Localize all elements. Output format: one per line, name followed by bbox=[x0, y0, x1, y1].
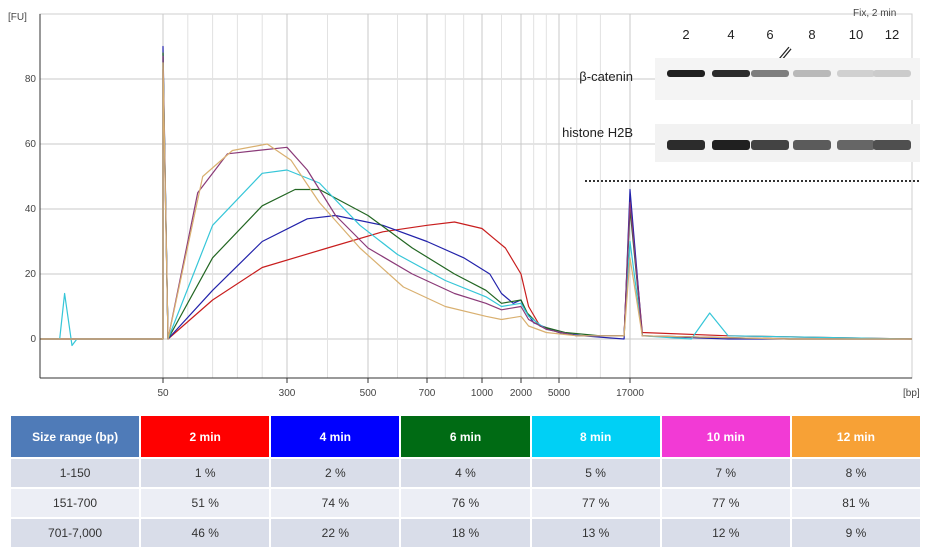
axes bbox=[39, 14, 912, 379]
blot-band bbox=[793, 70, 831, 77]
y-tick-label: 40 bbox=[25, 204, 37, 215]
y-unit-label: [FU] bbox=[8, 12, 27, 23]
series-line-12-min bbox=[40, 62, 912, 340]
electropherogram-chart: 0 20 40 60 80 50 300 500 700 1000 2000 5000 17000 [F… bbox=[8, 8, 920, 399]
value-cell: 51 % bbox=[141, 489, 270, 517]
table-row: 1-150 1 % 2 % 4 % 5 % 7 % 8 % bbox=[11, 459, 920, 487]
range-cell: 1-150 bbox=[11, 459, 140, 487]
band-group bbox=[667, 70, 911, 150]
x-unit-label: [bp] bbox=[903, 388, 920, 399]
value-cell: 81 % bbox=[791, 489, 920, 517]
value-cell: 13 % bbox=[531, 519, 660, 547]
lane-label: 2 bbox=[682, 27, 689, 42]
value-cell: 5 % bbox=[531, 459, 660, 487]
header-size-range: Size range (bp) bbox=[11, 416, 140, 457]
blot-band bbox=[751, 70, 789, 77]
x-tick-label: 2000 bbox=[510, 388, 533, 399]
value-cell: 46 % bbox=[141, 519, 270, 547]
table-row: 701-7,000 46 % 22 % 18 % 13 % 12 % 9 % bbox=[11, 519, 920, 547]
value-cell: 4 % bbox=[401, 459, 530, 487]
x-tick-label: 500 bbox=[360, 388, 377, 399]
x-tick-label: 300 bbox=[279, 388, 296, 399]
blot-band bbox=[837, 70, 875, 77]
blot-band bbox=[667, 70, 705, 77]
value-cell: 77 % bbox=[661, 489, 790, 517]
range-cell: 151-700 bbox=[11, 489, 140, 517]
lane-labels: 2 4 6 8 10 12 bbox=[682, 27, 899, 42]
y-tick-label: 0 bbox=[30, 334, 36, 345]
range-cell: 701-7,000 bbox=[11, 519, 140, 547]
header-4-min: 4 min bbox=[271, 416, 400, 457]
value-cell: 2 % bbox=[271, 459, 400, 487]
header-10-min: 10 min bbox=[661, 416, 790, 457]
blot-band bbox=[712, 70, 750, 77]
value-cell: 74 % bbox=[271, 489, 400, 517]
y-tick-label: 60 bbox=[25, 139, 37, 150]
x-tick-label: 17000 bbox=[616, 388, 644, 399]
western-blot-inset: Fix, 2 min 2 4 6 8 10 12 β-catenin histone H2… bbox=[562, 8, 920, 182]
lane-label: 8 bbox=[808, 27, 815, 42]
blot-band bbox=[751, 140, 789, 150]
value-cell: 22 % bbox=[271, 519, 400, 547]
lane-label: 6 bbox=[766, 27, 773, 42]
x-tick-label: 700 bbox=[419, 388, 436, 399]
size-range-table: Size range (bp) 2 min 4 min 6 min 8 min … bbox=[9, 414, 922, 549]
table-row: 151-700 51 % 74 % 76 % 77 % 77 % 81 % bbox=[11, 489, 920, 517]
value-cell: 18 % bbox=[401, 519, 530, 547]
value-cell: 12 % bbox=[661, 519, 790, 547]
x-tick-label: 50 bbox=[157, 388, 169, 399]
y-tick-label: 20 bbox=[25, 269, 37, 280]
table-header-row: Size range (bp) 2 min 4 min 6 min 8 min … bbox=[11, 416, 920, 457]
blot-band bbox=[873, 140, 911, 150]
value-cell: 7 % bbox=[661, 459, 790, 487]
band-label-histone-h2b: histone H2B bbox=[562, 125, 633, 140]
lane-label: 4 bbox=[727, 27, 734, 42]
blot-band bbox=[837, 140, 875, 150]
value-cell: 9 % bbox=[791, 519, 920, 547]
x-tick-label: 5000 bbox=[548, 388, 571, 399]
blot-band bbox=[873, 70, 911, 77]
value-cell: 1 % bbox=[141, 459, 270, 487]
header-8-min: 8 min bbox=[531, 416, 660, 457]
lane-label: 12 bbox=[885, 27, 899, 42]
header-2-min: 2 min bbox=[141, 416, 270, 457]
blot-membrane-top bbox=[655, 58, 920, 100]
blot-header: Fix, 2 min bbox=[853, 8, 896, 19]
y-tick-label: 80 bbox=[25, 74, 37, 85]
series-line-10-min bbox=[40, 55, 912, 340]
series-group bbox=[40, 45, 913, 347]
x-tick-label: 1000 bbox=[471, 388, 494, 399]
header-6-min: 6 min bbox=[401, 416, 530, 457]
header-12-min: 12 min bbox=[791, 416, 920, 457]
value-cell: 77 % bbox=[531, 489, 660, 517]
value-cell: 76 % bbox=[401, 489, 530, 517]
blot-band bbox=[712, 140, 750, 150]
band-label-beta-catenin: β-catenin bbox=[579, 69, 633, 84]
blot-band bbox=[667, 140, 705, 150]
lane-label: 10 bbox=[849, 27, 863, 42]
value-cell: 8 % bbox=[791, 459, 920, 487]
blot-band bbox=[793, 140, 831, 150]
